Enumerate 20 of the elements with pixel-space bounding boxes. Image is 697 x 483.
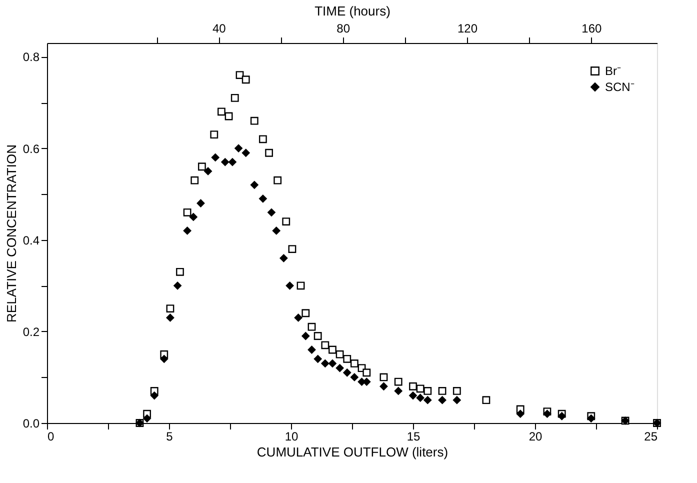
y-tick-label: 0.0	[22, 416, 40, 430]
y-tick-label: 0.8	[22, 50, 40, 64]
x2-tick-label: 80	[336, 22, 350, 36]
x-tick-label: 5	[166, 430, 174, 444]
x-tick-label: 0	[48, 430, 54, 444]
x-tick-label: 10	[284, 430, 298, 444]
x2-tick-label: 40	[212, 22, 226, 36]
x-tick-label: 15	[406, 430, 420, 444]
legend-label: SCN⁻	[605, 80, 634, 94]
x-tick-label: 20	[528, 430, 542, 444]
x-axis-title: CUMULATIVE OUTFLOW (liters)	[256, 444, 448, 460]
legend-label: Br⁻	[605, 64, 621, 78]
y-axis-title: RELATIVE CONCENTRATION	[4, 144, 19, 322]
x2-axis-title: TIME (hours)	[314, 4, 390, 18]
x2-tick-label: 120	[458, 22, 478, 36]
x2-tick-label: 160	[582, 22, 602, 36]
y-tick-label: 0.6	[22, 142, 40, 156]
x-tick-label: 25	[644, 430, 658, 444]
y-tick-label: 0.2	[22, 324, 40, 339]
y-tick-label: 0.4	[22, 233, 40, 248]
